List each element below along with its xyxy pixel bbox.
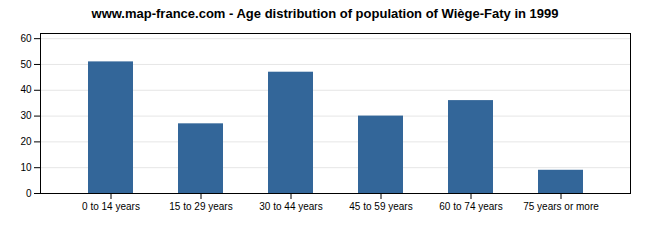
svg-text:10: 10 [20,162,32,173]
svg-text:60 to 74 years: 60 to 74 years [439,201,502,212]
svg-text:0: 0 [26,188,32,199]
svg-text:0 to 14 years: 0 to 14 years [82,201,140,212]
svg-text:75 years or more: 75 years or more [523,201,599,212]
svg-text:30: 30 [20,110,32,121]
svg-text:20: 20 [20,136,32,147]
svg-text:40: 40 [20,84,32,95]
svg-text:15 to 29 years: 15 to 29 years [169,201,232,212]
svg-text:45 to 59 years: 45 to 59 years [349,201,412,212]
svg-text:50: 50 [20,59,32,70]
svg-text:60: 60 [20,33,32,44]
html-text:www.map-france.com - Age distr: www.map-france.com - Age distribution of… [91,6,559,21]
svg-text:30 to 44 years: 30 to 44 years [259,201,322,212]
